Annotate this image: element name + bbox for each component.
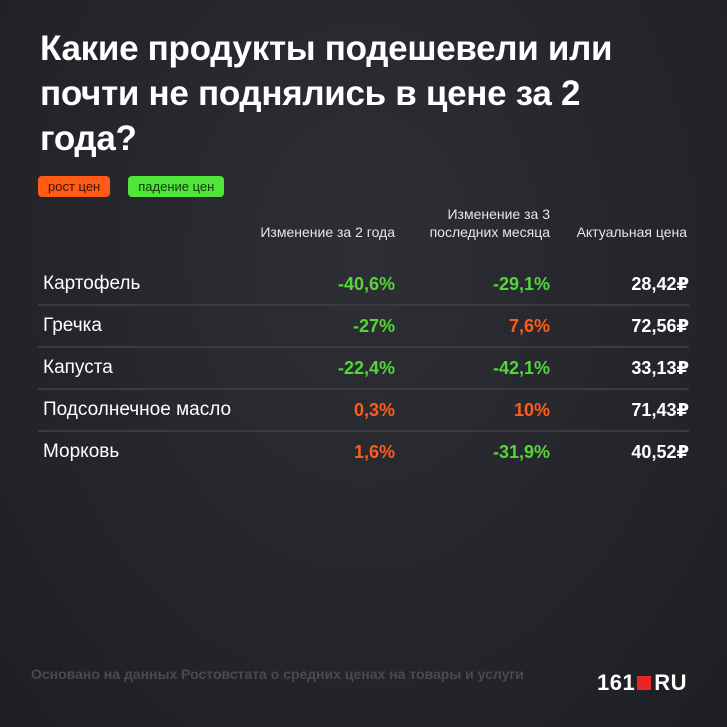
- change-2-years: 1,6%: [353, 441, 395, 462]
- current-price: 40,52₽: [631, 441, 689, 462]
- current-price: 33,13₽: [631, 357, 689, 378]
- table-row: Гречка -27% 7,6% 72,56₽: [38, 306, 689, 348]
- table-row: Морковь 1,6% -31,9% 40,52₽: [38, 432, 689, 472]
- current-price: 28,42₽: [631, 273, 689, 294]
- change-3-months: 10%: [513, 399, 550, 420]
- source-note: Основано на данных Ростовстата о средних…: [31, 666, 524, 682]
- legend-price-decrease: падение цен: [128, 176, 225, 197]
- change-2-years: -22,4%: [337, 357, 395, 378]
- product-name: Картофель: [43, 273, 141, 294]
- change-2-years: -27%: [352, 315, 395, 336]
- price-table: Картофель -40,6% -29,1% 28,42₽ Гречка -2…: [38, 264, 689, 472]
- product-name: Капуста: [43, 357, 113, 378]
- logo-red-square-icon: [637, 676, 652, 690]
- product-name: Подсолнечное масло: [43, 399, 232, 420]
- change-3-months: -42,1%: [492, 357, 550, 378]
- change-3-months: -29,1%: [492, 273, 550, 294]
- table-row: Подсолнечное масло 0,3% 10% 71,43₽: [38, 390, 689, 432]
- product-name: Морковь: [43, 441, 120, 462]
- change-3-months: 7,6%: [508, 315, 550, 336]
- table-row: Капуста -22,4% -42,1% 33,13₽: [38, 348, 689, 390]
- legend: рост цен падение цен: [38, 176, 225, 197]
- current-price: 72,56₽: [631, 315, 689, 336]
- logo-161ru: 161 RU: [597, 670, 687, 696]
- change-3-months: -31,9%: [492, 441, 550, 462]
- change-2-years: -40,6%: [337, 273, 395, 294]
- table-row: Картофель -40,6% -29,1% 28,42₽: [38, 264, 689, 306]
- change-2-years: 0,3%: [353, 399, 395, 420]
- header-change-2-years: Изменение за 2 года: [260, 224, 395, 240]
- page-title: Какие продукты подешевели или почти не п…: [40, 29, 613, 158]
- legend-price-increase: рост цен: [38, 176, 111, 197]
- product-name: Гречка: [43, 315, 102, 336]
- header-current-price: Актуальная цена: [576, 224, 687, 240]
- logo-number: 161: [597, 670, 636, 695]
- current-price: 71,43₽: [631, 399, 689, 420]
- logo-domain: RU: [654, 670, 687, 695]
- header-change-3-months: Изменение за 3 последних месяца: [429, 206, 550, 240]
